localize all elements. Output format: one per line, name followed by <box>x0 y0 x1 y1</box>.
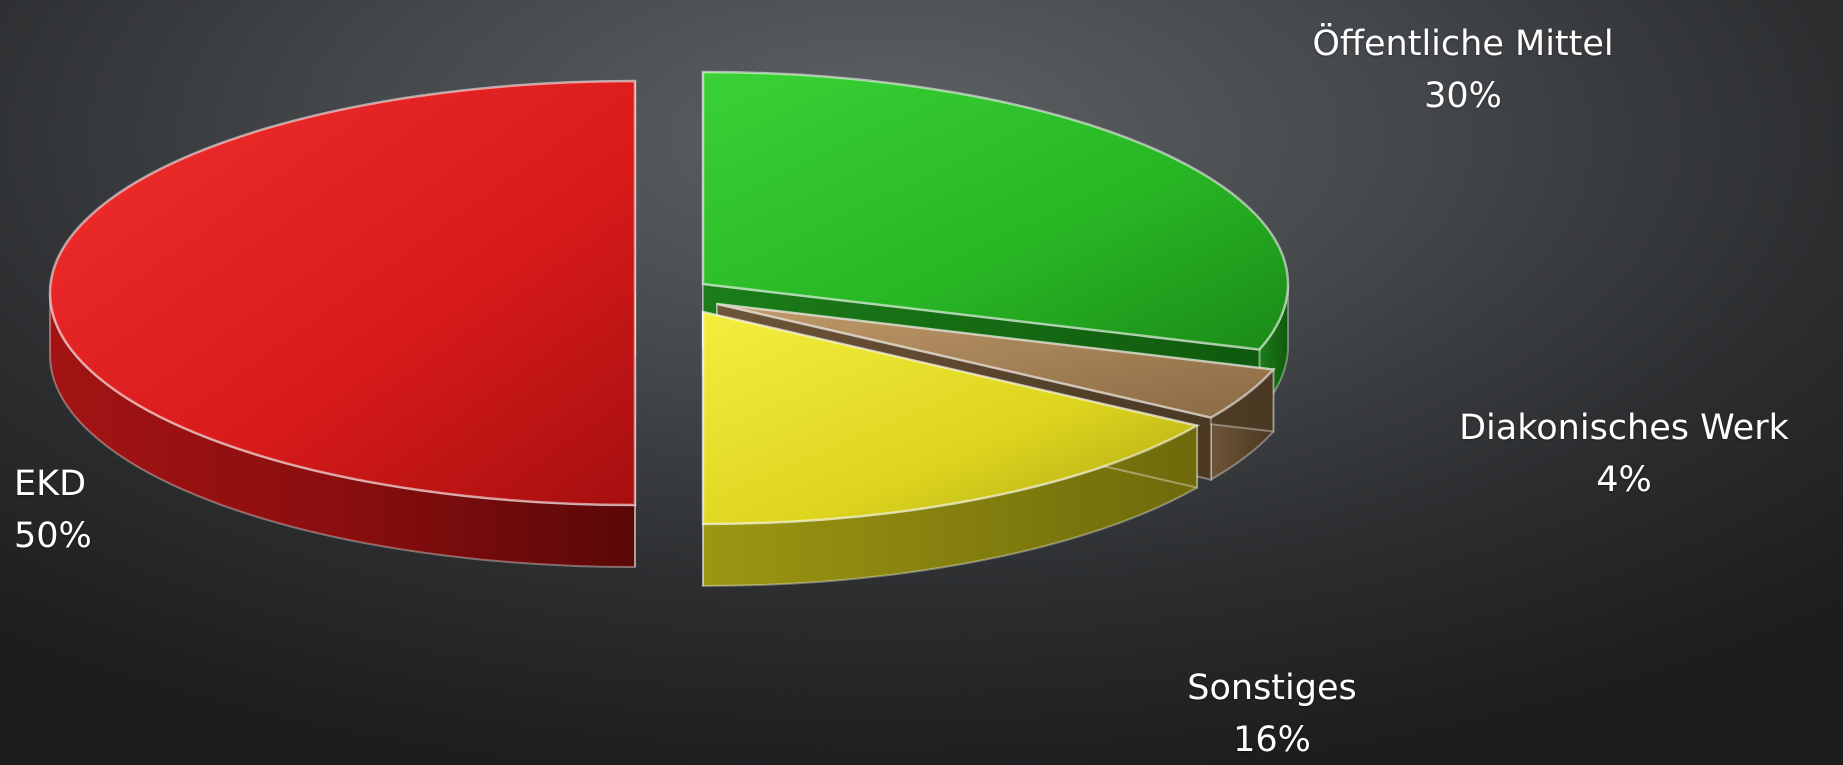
slice-label-diakonisches-werk: Diakonisches Werk 4% <box>1405 402 1843 506</box>
slice-percent-sonstiges: 16% <box>1233 720 1311 760</box>
pie-slice-top-ekd <box>48 79 637 507</box>
pie-slice-top-ffentliche-mittel <box>701 70 1290 351</box>
slice-percent-oeffentliche-mittel: 30% <box>1424 76 1502 116</box>
pie-slice-top-sonstiges <box>701 310 1201 526</box>
slice-percent-diakonisches-werk: 4% <box>1596 460 1652 500</box>
slice-label-ekd: EKD 50% <box>14 458 92 562</box>
slice-name-sonstiges: Sonstiges <box>1187 668 1357 708</box>
slice-label-sonstiges: Sonstiges 16% <box>1122 662 1422 765</box>
pie-slice-top-diakonisches-werk <box>716 302 1276 419</box>
slice-name-ekd: EKD <box>14 464 87 504</box>
slice-name-oeffentliche-mittel: Öffentliche Mittel <box>1312 24 1614 64</box>
slice-label-oeffentliche-mittel: Öffentliche Mittel 30% <box>1213 18 1713 122</box>
slice-name-diakonisches-werk: Diakonisches Werk <box>1459 408 1789 448</box>
slice-percent-ekd: 50% <box>14 516 92 556</box>
pie-slice-ekd <box>48 79 637 569</box>
pie-slice-sonstiges <box>701 310 1201 588</box>
